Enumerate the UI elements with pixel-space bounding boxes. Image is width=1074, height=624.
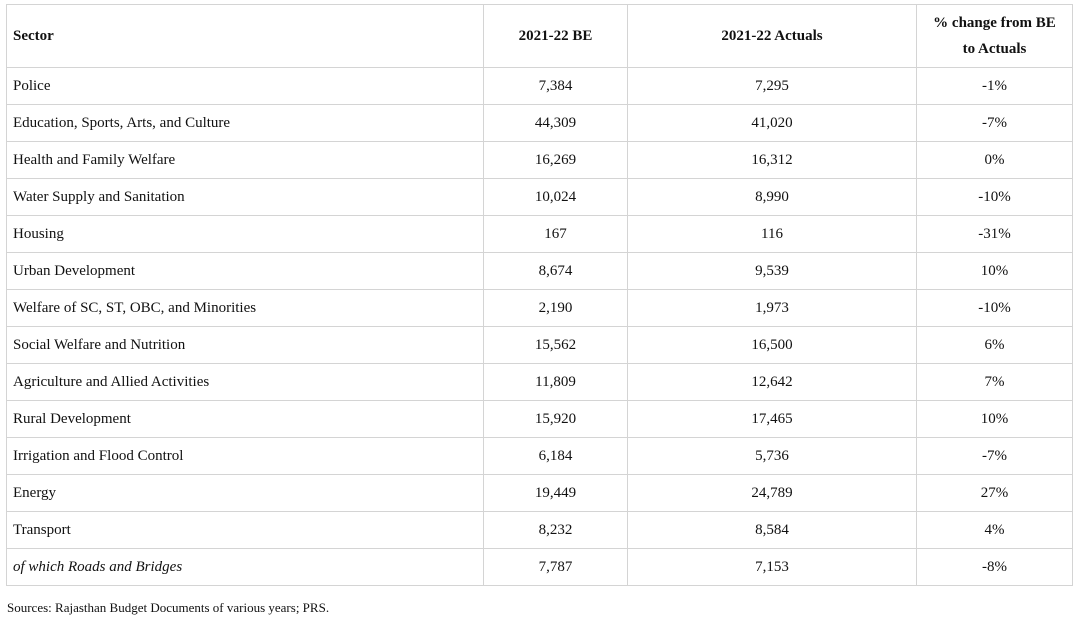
header-be: 2021-22 BE bbox=[483, 4, 628, 68]
pct-change-cell: 10% bbox=[916, 400, 1073, 438]
be-cell: 16,269 bbox=[483, 141, 628, 179]
table-row: Health and Family Welfare 16,269 16,312 0% bbox=[6, 141, 1073, 179]
pct-change-cell: -8% bbox=[916, 548, 1073, 586]
header-pct-line2: to Actuals bbox=[962, 41, 1027, 57]
pct-change-cell: -7% bbox=[916, 437, 1073, 475]
pct-change-cell: 0% bbox=[916, 141, 1073, 179]
pct-change-cell: -31% bbox=[916, 215, 1073, 253]
sector-cell: Water Supply and Sanitation bbox=[6, 178, 484, 216]
budget-table: Sector 2021-22 BE 2021-22 Actuals % chan… bbox=[6, 4, 1073, 586]
pct-change-cell: 7% bbox=[916, 363, 1073, 401]
pct-change-cell: -7% bbox=[916, 104, 1073, 142]
actuals-cell: 41,020 bbox=[627, 104, 917, 142]
table-row: Rural Development 15,920 17,465 10% bbox=[6, 400, 1073, 438]
pct-change-cell: -10% bbox=[916, 289, 1073, 327]
table-row: Social Welfare and Nutrition 15,562 16,500… bbox=[6, 326, 1073, 364]
be-cell: 6,184 bbox=[483, 437, 628, 475]
pct-change-cell: 10% bbox=[916, 252, 1073, 290]
table-header: Sector 2021-22 BE 2021-22 Actuals % chan… bbox=[6, 4, 1073, 68]
be-cell: 10,024 bbox=[483, 178, 628, 216]
be-cell: 8,232 bbox=[483, 511, 628, 549]
table-row: of which Roads and Bridges 7,787 7,153 -8% bbox=[6, 548, 1073, 586]
sector-cell: Health and Family Welfare bbox=[6, 141, 484, 179]
be-cell: 167 bbox=[483, 215, 628, 253]
pct-change-cell: 6% bbox=[916, 326, 1073, 364]
pct-change-cell: 27% bbox=[916, 474, 1073, 512]
actuals-cell: 5,736 bbox=[627, 437, 917, 475]
header-row: Sector 2021-22 BE 2021-22 Actuals % chan… bbox=[6, 4, 1073, 68]
sector-cell: Social Welfare and Nutrition bbox=[6, 326, 484, 364]
sector-cell: Welfare of SC, ST, OBC, and Minorities bbox=[6, 289, 484, 327]
table-row: Transport 8,232 8,584 4% bbox=[6, 511, 1073, 549]
table-body: Police 7,384 7,295 -1% Education, Sports, Ar… bbox=[6, 67, 1073, 586]
actuals-cell: 17,465 bbox=[627, 400, 917, 438]
actuals-cell: 116 bbox=[627, 215, 917, 253]
actuals-cell: 9,539 bbox=[627, 252, 917, 290]
be-cell: 19,449 bbox=[483, 474, 628, 512]
actuals-cell: 1,973 bbox=[627, 289, 917, 327]
be-cell: 44,309 bbox=[483, 104, 628, 142]
sector-cell: Housing bbox=[6, 215, 484, 253]
sector-cell: of which Roads and Bridges bbox=[6, 548, 484, 586]
sector-cell: Education, Sports, Arts, and Culture bbox=[6, 104, 484, 142]
be-cell: 7,384 bbox=[483, 67, 628, 105]
be-cell: 15,920 bbox=[483, 400, 628, 438]
be-cell: 15,562 bbox=[483, 326, 628, 364]
table-row: Welfare of SC, ST, OBC, and Minorities 2,… bbox=[6, 289, 1073, 327]
sector-cell: Energy bbox=[6, 474, 484, 512]
actuals-cell: 7,295 bbox=[627, 67, 917, 105]
actuals-cell: 8,584 bbox=[627, 511, 917, 549]
header-pct-line1: % change from BE bbox=[933, 15, 1056, 31]
sector-cell: Rural Development bbox=[6, 400, 484, 438]
sector-cell: Agriculture and Allied Activities bbox=[6, 363, 484, 401]
actuals-cell: 8,990 bbox=[627, 178, 917, 216]
header-sector: Sector bbox=[6, 4, 484, 68]
actuals-cell: 12,642 bbox=[627, 363, 917, 401]
be-cell: 2,190 bbox=[483, 289, 628, 327]
be-cell: 8,674 bbox=[483, 252, 628, 290]
be-cell: 11,809 bbox=[483, 363, 628, 401]
table-row: Water Supply and Sanitation 10,024 8,990 -1… bbox=[6, 178, 1073, 216]
pct-change-cell: 4% bbox=[916, 511, 1073, 549]
actuals-cell: 16,312 bbox=[627, 141, 917, 179]
header-actuals: 2021-22 Actuals bbox=[627, 4, 917, 68]
actuals-cell: 16,500 bbox=[627, 326, 917, 364]
sector-cell: Urban Development bbox=[6, 252, 484, 290]
table-row: Housing 167 116 -31% bbox=[6, 215, 1073, 253]
actuals-cell: 24,789 bbox=[627, 474, 917, 512]
table-row: Police 7,384 7,295 -1% bbox=[6, 67, 1073, 105]
table-row: Education, Sports, Arts, and Culture 44,3… bbox=[6, 104, 1073, 142]
sector-cell: Transport bbox=[6, 511, 484, 549]
source-note: Sources: Rajasthan Budget Documents of v… bbox=[7, 600, 330, 615]
table-row: Irrigation and Flood Control 6,184 5,736 -7… bbox=[6, 437, 1073, 475]
sector-cell: Police bbox=[6, 67, 484, 105]
table-row: Energy 19,449 24,789 27% bbox=[6, 474, 1073, 512]
pct-change-cell: -1% bbox=[916, 67, 1073, 105]
be-cell: 7,787 bbox=[483, 548, 628, 586]
table-row: Urban Development 8,674 9,539 10% bbox=[6, 252, 1073, 290]
actuals-cell: 7,153 bbox=[627, 548, 917, 586]
header-pct-change: % change from BE to Actuals bbox=[916, 4, 1073, 68]
table-row: Agriculture and Allied Activities 11,809 1… bbox=[6, 363, 1073, 401]
pct-change-cell: -10% bbox=[916, 178, 1073, 216]
sector-cell: Irrigation and Flood Control bbox=[6, 437, 484, 475]
